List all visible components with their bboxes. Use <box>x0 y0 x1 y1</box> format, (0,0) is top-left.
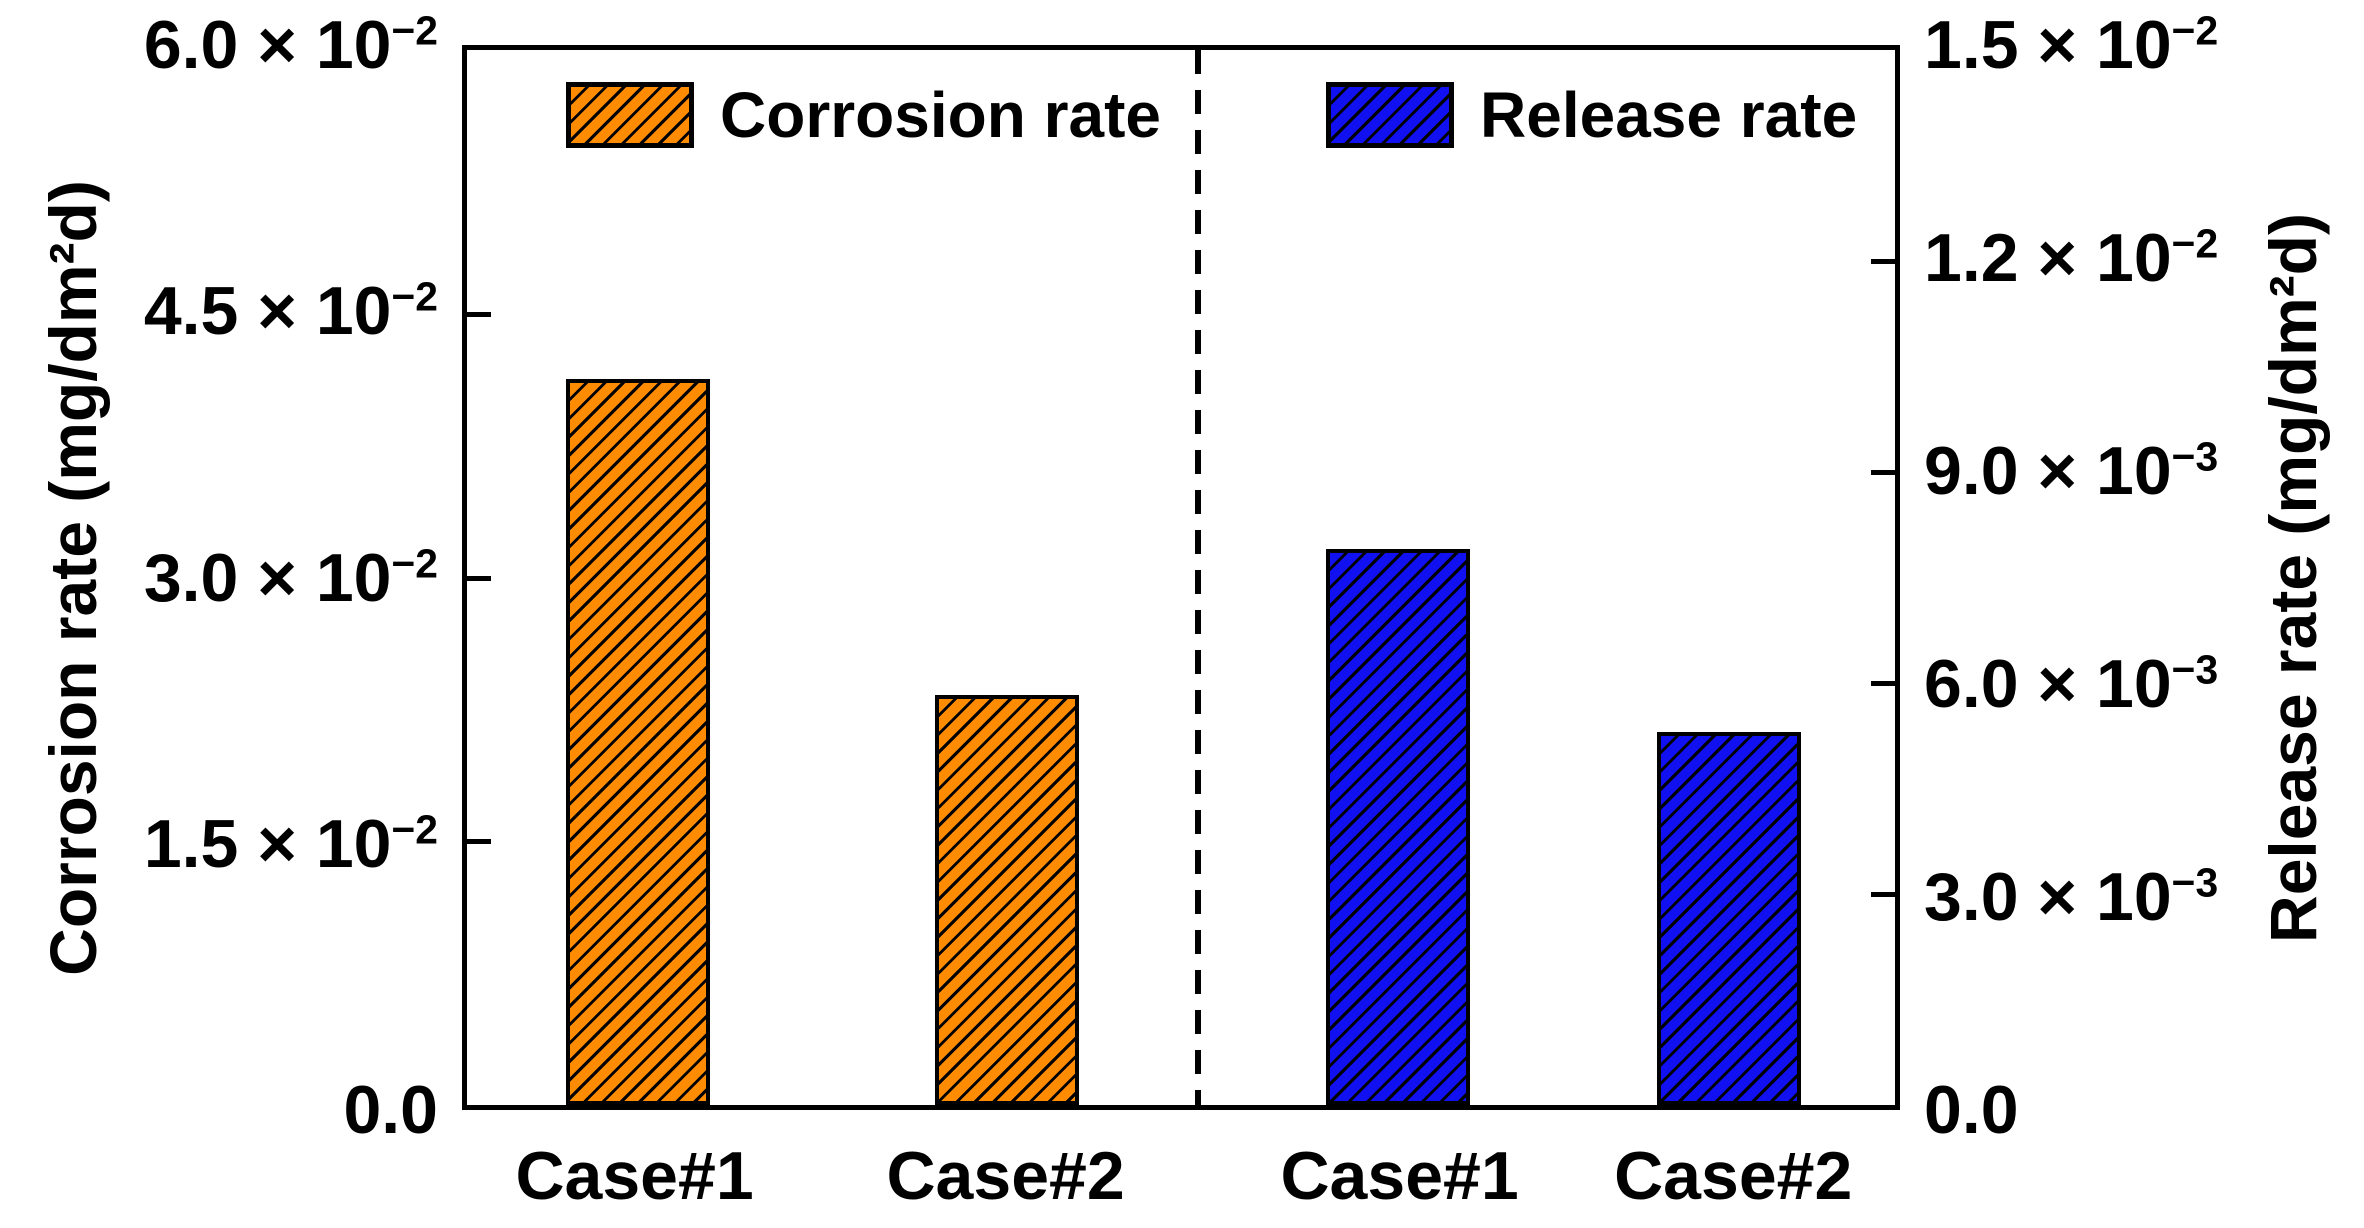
bar-corrosion-rate-case1 <box>566 378 711 1105</box>
right-axis-title-text: Release rate (mg/dm²d) <box>2256 212 2330 943</box>
plot-area <box>462 45 1900 1110</box>
left-axis-tick-mark <box>467 839 491 845</box>
right-axis-tick-label: 3.0 × 10−3 <box>1924 859 2219 935</box>
right-axis-tick-mark <box>1871 681 1895 686</box>
legend-swatch-release <box>1326 82 1454 148</box>
left-axis-tick-label: 0.0 <box>343 1072 438 1148</box>
right-axis-title: Release rate (mg/dm²d) <box>2228 45 2358 1110</box>
right-axis-tick-mark <box>1871 470 1895 475</box>
right-axis-tick-label: 1.2 × 10−2 <box>1924 220 2219 296</box>
legend-label-corrosion: Corrosion rate <box>720 79 1161 151</box>
right-axis-tick-label: 0.0 <box>1924 1072 2019 1148</box>
bar-release-rate-case2 <box>1657 732 1802 1105</box>
left-axis-tick-mark <box>467 311 491 317</box>
legend-swatch-corrosion <box>566 82 694 148</box>
legend-label-release: Release rate <box>1480 79 1858 151</box>
right-axis-tick-label: 1.5 × 10−2 <box>1924 7 2219 83</box>
dashed-divider-line <box>1195 50 1202 1105</box>
bar-corrosion-rate-case2 <box>934 695 1079 1105</box>
right-axis-tick-label: 6.0 × 10−3 <box>1924 646 2219 722</box>
left-axis-tick-label: 1.5 × 10−2 <box>143 805 438 882</box>
left-axis-tick-label: 4.5 × 10−2 <box>143 273 438 350</box>
legend-entry-corrosion: Corrosion rate <box>566 80 1161 150</box>
x-tick-label-case2-3: Case#2 <box>1614 1138 1853 1214</box>
bar-release-rate-case1 <box>1325 549 1471 1105</box>
left-axis-tick-mark <box>467 575 491 581</box>
x-tick-label-case1-0: Case#1 <box>515 1138 754 1214</box>
left-axis-tick-label: 6.0 × 10−2 <box>143 7 438 83</box>
x-tick-label-case1-2: Case#1 <box>1280 1138 1519 1214</box>
right-axis-tick-mark <box>1871 892 1895 897</box>
x-tick-label-case2-1: Case#2 <box>886 1138 1125 1214</box>
legend-entry-release: Release rate <box>1326 80 1857 150</box>
left-axis-tick-label: 3.0 × 10−2 <box>143 539 438 616</box>
right-axis-tick-label: 9.0 × 10−3 <box>1924 433 2219 509</box>
right-axis-tick-mark <box>1871 259 1895 264</box>
